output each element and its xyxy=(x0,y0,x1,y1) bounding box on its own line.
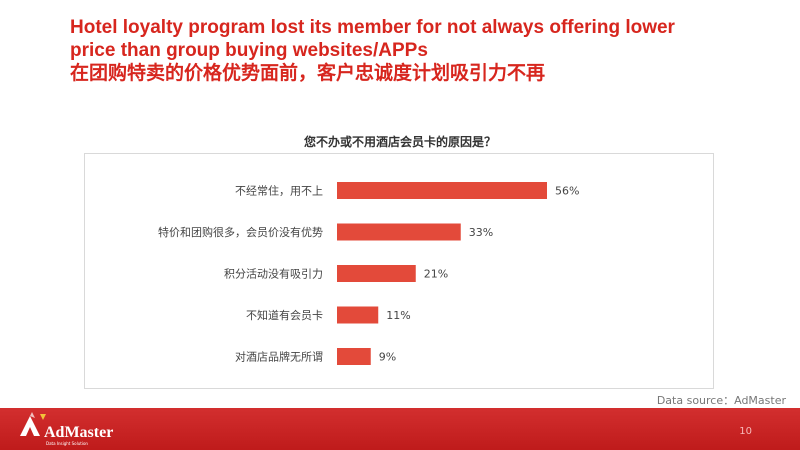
value-label: 56% xyxy=(555,185,579,198)
category-label: 积分活动没有吸引力 xyxy=(224,267,323,281)
bar xyxy=(337,306,379,324)
footer-shade xyxy=(0,408,800,450)
footer-bar xyxy=(0,408,800,450)
slide-title-en-line2: price than group buying websites/APPs xyxy=(70,40,428,61)
value-label: 21% xyxy=(424,268,448,281)
page-number: 10 xyxy=(739,426,752,437)
logo-text: AdMaster xyxy=(44,424,114,441)
admaster-logo-icon xyxy=(20,412,46,436)
logo-tagline: Data Insight Solution xyxy=(46,441,88,446)
slide-title-cn: 在团购特卖的价格优势面前，客户忠诚度计划吸引力不再 xyxy=(70,63,546,84)
value-label: 9% xyxy=(379,351,396,364)
value-label: 33% xyxy=(469,226,493,239)
bar xyxy=(337,223,461,241)
value-label: 11% xyxy=(386,309,410,322)
slide-title: Hotel loyalty program lost its member fo… xyxy=(70,16,770,85)
bar xyxy=(337,182,547,199)
bar xyxy=(337,265,416,282)
slide-title-en-line1: Hotel loyalty program lost its member fo… xyxy=(70,17,675,38)
category-label: 不知道有会员卡 xyxy=(246,308,323,322)
data-source: Data source：AdMaster xyxy=(656,394,786,407)
chart-title: 您不办或不用酒店会员卡的原因是？ xyxy=(303,135,496,149)
bar xyxy=(337,348,371,365)
category-label: 特价和团购很多，会员价没有优势 xyxy=(158,225,323,239)
chart-frame xyxy=(84,153,714,389)
category-label: 对酒店品牌无所谓 xyxy=(235,350,323,364)
category-label: 不经常住，用不上 xyxy=(235,184,323,198)
